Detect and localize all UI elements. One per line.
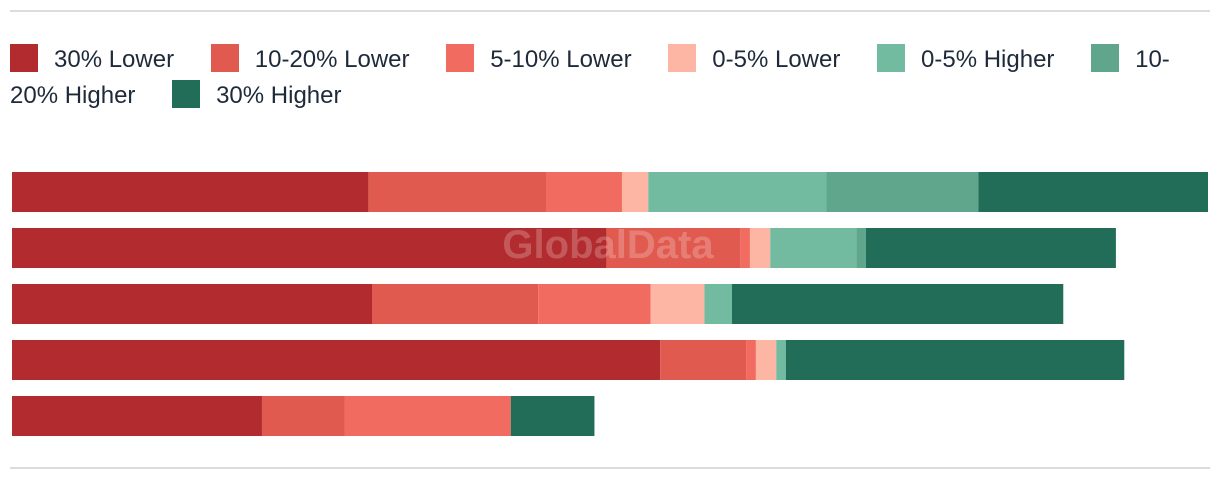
- legend-swatch: [446, 44, 475, 72]
- legend-item: 5-10% Lower: [446, 44, 632, 73]
- legend-label: 30% Lower: [54, 46, 175, 73]
- bar-segment[interactable]: [12, 172, 369, 212]
- legend-swatch: [1091, 44, 1120, 72]
- bar-segment[interactable]: [12, 228, 607, 268]
- bottom-divider: [10, 467, 1210, 469]
- bar-segment[interactable]: [740, 228, 750, 268]
- bar-segment[interactable]: [12, 396, 262, 436]
- bar-segment[interactable]: [785, 340, 1125, 380]
- bar-segment[interactable]: [344, 396, 511, 436]
- bar-segment[interactable]: [648, 172, 827, 212]
- bar-segment[interactable]: [826, 172, 979, 212]
- bar-segment[interactable]: [746, 340, 756, 380]
- bar-segment[interactable]: [856, 228, 866, 268]
- legend-label: 0-5% Lower: [712, 46, 841, 73]
- bar-segment[interactable]: [371, 284, 539, 324]
- bar-row: [12, 284, 1064, 324]
- legend-swatch: [172, 80, 201, 108]
- legend-swatch: [10, 44, 38, 72]
- bar-segment[interactable]: [776, 340, 786, 380]
- legend-label: 10-20% Lower: [254, 46, 410, 73]
- bar-segment[interactable]: [546, 172, 622, 212]
- legend-label: 5-10% Lower: [490, 46, 632, 73]
- legend-swatch: [877, 44, 906, 72]
- bar-row: [12, 396, 595, 436]
- bar-segment[interactable]: [538, 284, 651, 324]
- legend-label: 10-20% Higher: [10, 46, 1170, 109]
- bar-segment[interactable]: [368, 172, 547, 212]
- bar-segment[interactable]: [261, 396, 345, 436]
- bar-segment[interactable]: [749, 228, 771, 268]
- bar-row: [12, 228, 1116, 268]
- legend-item: 30% Higher: [172, 80, 342, 109]
- chart-legend: 30% Lower 10-20% Lower 5-10% Lower 0-5% …: [10, 42, 1206, 114]
- legend-label: 30% Higher: [216, 82, 342, 109]
- bar-segment[interactable]: [704, 284, 732, 324]
- legend-item: 30% Lower: [10, 44, 175, 73]
- bar-segment[interactable]: [865, 228, 1116, 268]
- legend-item: 0-5% Higher: [877, 44, 1055, 73]
- watermark-logo: GlobalData: [502, 223, 714, 267]
- legend-item: 10-20% Higher: [10, 44, 1170, 109]
- bar-segment[interactable]: [755, 340, 777, 380]
- top-divider: [10, 10, 1210, 12]
- bar-segment[interactable]: [12, 340, 661, 380]
- legend-item: 10-20% Lower: [210, 44, 410, 73]
- bar-segment[interactable]: [978, 172, 1208, 212]
- bar-row: [12, 172, 1208, 212]
- legend-label: 0-5% Higher: [921, 46, 1055, 73]
- bar-segment[interactable]: [606, 228, 741, 268]
- bar-segment[interactable]: [660, 340, 747, 380]
- legend-swatch: [668, 44, 697, 72]
- legend-item: 0-5% Lower: [668, 44, 841, 73]
- bar-segment[interactable]: [650, 284, 705, 324]
- bar-segment[interactable]: [621, 172, 649, 212]
- bar-segment[interactable]: [510, 396, 595, 436]
- bar-row: [12, 340, 1125, 380]
- bar-segment[interactable]: [731, 284, 1064, 324]
- legend-swatch: [210, 44, 239, 72]
- bar-segment[interactable]: [770, 228, 857, 268]
- bar-segment[interactable]: [12, 284, 372, 324]
